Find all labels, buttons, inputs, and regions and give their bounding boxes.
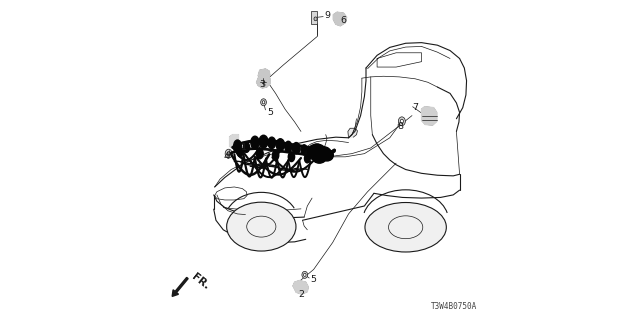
- Text: 1: 1: [241, 143, 246, 152]
- Ellipse shape: [288, 152, 294, 162]
- Ellipse shape: [262, 101, 265, 104]
- Ellipse shape: [308, 146, 316, 157]
- Ellipse shape: [285, 141, 292, 152]
- Text: T3W4B0750A: T3W4B0750A: [431, 302, 477, 311]
- Ellipse shape: [268, 137, 276, 148]
- Ellipse shape: [302, 271, 308, 278]
- Ellipse shape: [225, 149, 232, 158]
- Ellipse shape: [324, 149, 330, 159]
- Text: 8: 8: [397, 122, 404, 131]
- Ellipse shape: [398, 117, 405, 126]
- Ellipse shape: [321, 149, 333, 161]
- Text: 6: 6: [340, 16, 347, 25]
- Ellipse shape: [276, 139, 284, 151]
- Text: 3: 3: [259, 80, 265, 89]
- Ellipse shape: [314, 17, 317, 21]
- Ellipse shape: [388, 216, 423, 239]
- Ellipse shape: [256, 148, 263, 159]
- Bar: [248, 233, 280, 242]
- Ellipse shape: [316, 147, 331, 159]
- Ellipse shape: [301, 145, 307, 155]
- Ellipse shape: [308, 144, 326, 158]
- Polygon shape: [257, 74, 270, 88]
- Polygon shape: [348, 128, 357, 138]
- Ellipse shape: [312, 152, 326, 163]
- Text: 5: 5: [268, 108, 274, 117]
- Ellipse shape: [292, 142, 300, 154]
- Polygon shape: [293, 281, 308, 294]
- Ellipse shape: [247, 216, 276, 237]
- Text: FR.: FR.: [190, 271, 211, 291]
- Ellipse shape: [259, 135, 268, 148]
- Polygon shape: [230, 135, 239, 148]
- Ellipse shape: [305, 154, 310, 163]
- Text: 7: 7: [413, 103, 419, 112]
- Polygon shape: [333, 12, 347, 26]
- Polygon shape: [258, 69, 270, 76]
- Ellipse shape: [273, 150, 279, 160]
- Text: 9: 9: [324, 11, 330, 20]
- Bar: [311, 11, 317, 24]
- Ellipse shape: [400, 119, 403, 124]
- Ellipse shape: [227, 202, 296, 251]
- Ellipse shape: [234, 140, 241, 151]
- Text: 5: 5: [310, 276, 316, 284]
- Ellipse shape: [237, 147, 243, 157]
- Ellipse shape: [365, 203, 446, 252]
- Text: 4: 4: [223, 152, 229, 161]
- Text: 2: 2: [298, 290, 305, 299]
- FancyArrow shape: [172, 277, 188, 296]
- Ellipse shape: [317, 148, 323, 158]
- Polygon shape: [422, 107, 436, 125]
- Ellipse shape: [251, 136, 259, 149]
- Ellipse shape: [260, 99, 266, 106]
- Ellipse shape: [227, 152, 230, 156]
- Ellipse shape: [303, 273, 306, 276]
- Ellipse shape: [308, 149, 319, 159]
- Ellipse shape: [243, 142, 250, 152]
